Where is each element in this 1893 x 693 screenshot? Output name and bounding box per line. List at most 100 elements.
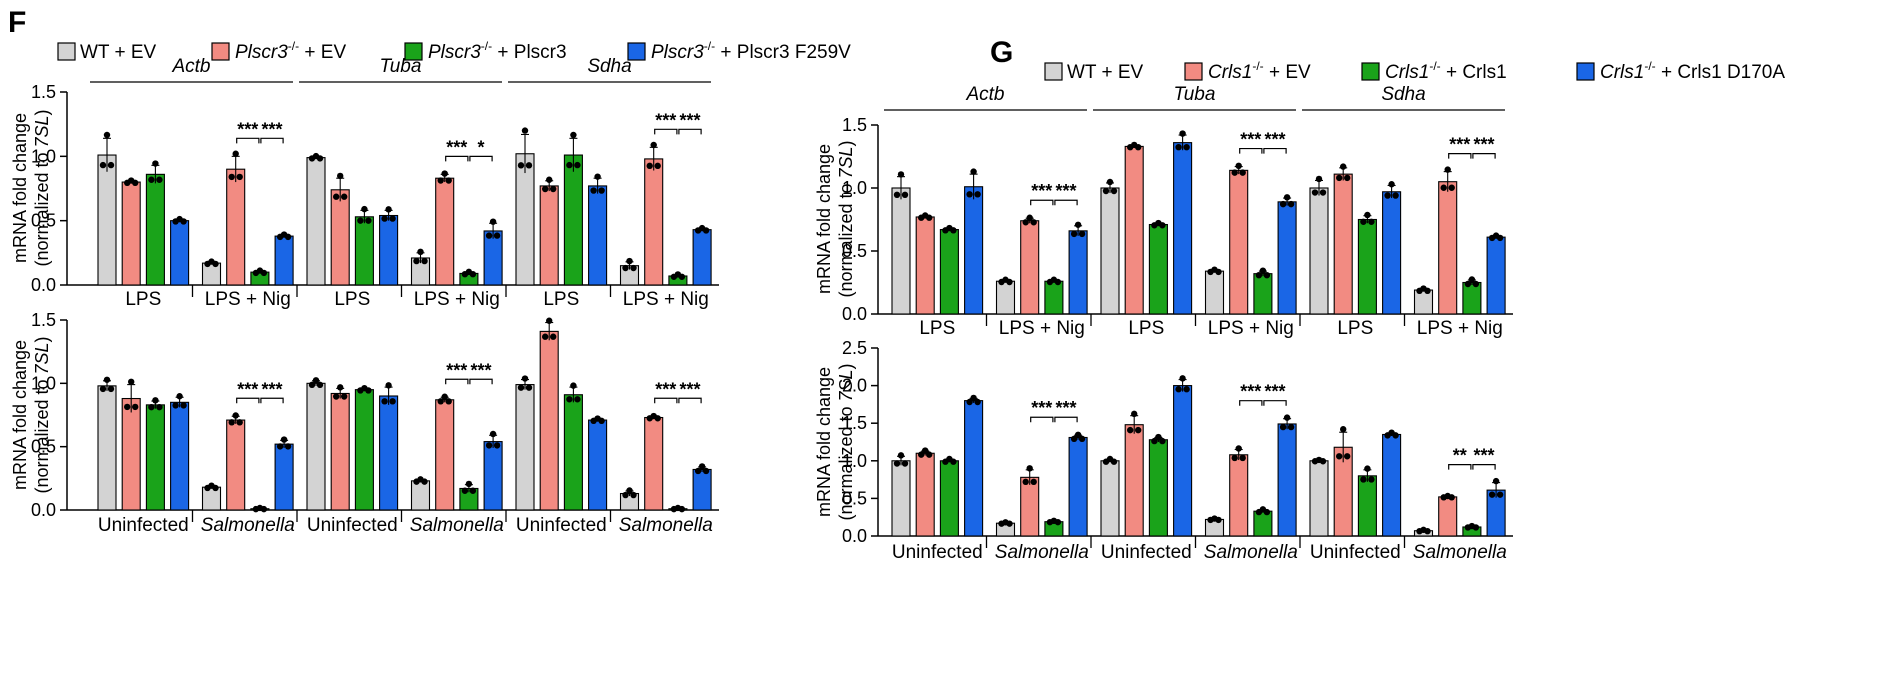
bar-wt bbox=[1309, 187, 1329, 315]
svg-text:Crls1-/- + EV: Crls1-/- + EV bbox=[1208, 59, 1311, 83]
data-point bbox=[1388, 181, 1395, 188]
bar-wt bbox=[1413, 289, 1434, 315]
legend-item-rescue: Plscr3-/- + Plscr3 bbox=[404, 39, 567, 63]
data-point bbox=[465, 480, 473, 488]
data-point bbox=[926, 214, 933, 221]
legend-mutant-rest: + Crls1 D170A bbox=[1656, 62, 1786, 83]
bar-rescue bbox=[563, 394, 583, 511]
data-point bbox=[1074, 431, 1082, 438]
data-point bbox=[670, 273, 678, 280]
chart-g-bottom: 0.0 0.5 1.0 1.5 2.0 2.5 mRNA fold change (norma… bbox=[814, 338, 1513, 563]
data-point bbox=[525, 162, 533, 169]
data-point bbox=[1102, 458, 1110, 465]
data-point bbox=[998, 520, 1005, 527]
category-label: LPS bbox=[125, 289, 161, 310]
y-tick-label: 0.5 bbox=[842, 488, 867, 508]
y-axis-label-italic: 7SL bbox=[836, 369, 856, 401]
category-label: Uninfected bbox=[307, 515, 398, 536]
bar-ko bbox=[644, 158, 664, 286]
data-point bbox=[316, 155, 324, 162]
panel-letter-f: F bbox=[8, 6, 26, 39]
y-axis-label: mRNA fold change (normalized to 7SL) bbox=[10, 109, 52, 266]
data-point bbox=[489, 218, 497, 225]
bar-rescue bbox=[939, 229, 959, 315]
y-axis-label: mRNA fold change (normalized to 7SL) bbox=[814, 140, 856, 297]
bar-rescue bbox=[1462, 281, 1482, 315]
significance-label: *** bbox=[237, 379, 258, 399]
data-point bbox=[1448, 494, 1455, 501]
y-axis-label-italic: 7SL bbox=[32, 342, 52, 374]
data-point bbox=[1336, 453, 1343, 460]
bar-mutant bbox=[483, 441, 503, 511]
bar-mutant bbox=[379, 214, 399, 286]
data-point bbox=[1259, 267, 1267, 274]
data-point bbox=[598, 417, 605, 425]
data-point bbox=[550, 333, 557, 340]
data-point bbox=[1287, 423, 1295, 431]
bar-ko bbox=[330, 392, 350, 511]
legend-item-mutant: Crls1-/- + Crls1 D170A bbox=[1576, 59, 1786, 83]
bar-wt bbox=[995, 280, 1016, 315]
data-point bbox=[1022, 219, 1029, 226]
data-point bbox=[493, 232, 501, 239]
data-point bbox=[1030, 219, 1037, 226]
data-point bbox=[622, 491, 629, 499]
data-point bbox=[489, 430, 497, 438]
data-point bbox=[204, 260, 211, 268]
y-tick-label: 2.5 bbox=[842, 338, 867, 358]
data-point bbox=[180, 402, 187, 409]
bar-mutant bbox=[1068, 230, 1088, 315]
legend-swatch-rescue bbox=[1361, 62, 1380, 81]
significance-bracket bbox=[236, 397, 260, 404]
bar-wt bbox=[201, 262, 222, 286]
y-tick-label: 1.5 bbox=[31, 310, 56, 330]
data-point bbox=[702, 467, 710, 475]
legend-ko-sup: -/- bbox=[288, 39, 299, 53]
data-point bbox=[1006, 520, 1013, 527]
significance-label: *** bbox=[1473, 446, 1494, 466]
bar-wt bbox=[515, 153, 535, 286]
legend-ko-gene: Plscr3 bbox=[235, 42, 288, 63]
bar-rescue bbox=[1148, 223, 1168, 315]
significance-label: * bbox=[477, 137, 484, 157]
data-point bbox=[1074, 221, 1082, 228]
legend-mutant-sup: -/- bbox=[704, 39, 715, 53]
significance-label: *** bbox=[1031, 181, 1052, 201]
significance-label: *** bbox=[1449, 135, 1470, 155]
data-point bbox=[1488, 491, 1496, 498]
category-label: LPS + Nig bbox=[999, 318, 1085, 339]
significance-label: *** bbox=[1240, 130, 1261, 150]
category-label: Salmonella bbox=[995, 542, 1089, 563]
data-point bbox=[897, 171, 905, 178]
category-label: LPS bbox=[1337, 318, 1373, 339]
legend-swatch-mutant bbox=[627, 42, 646, 61]
data-point bbox=[901, 460, 909, 467]
legend-swatch-rescue bbox=[404, 42, 423, 61]
data-point bbox=[252, 269, 260, 277]
data-point bbox=[357, 387, 364, 394]
data-point bbox=[1488, 234, 1496, 242]
data-point bbox=[236, 419, 243, 426]
data-point bbox=[389, 215, 396, 222]
significance-label: *** bbox=[261, 379, 282, 399]
significance-bracket bbox=[1030, 199, 1054, 206]
data-point bbox=[942, 458, 949, 465]
legend-mutant-gene: Crls1 bbox=[1600, 62, 1644, 83]
data-point bbox=[1496, 491, 1504, 498]
data-point bbox=[970, 168, 977, 175]
data-point bbox=[622, 264, 629, 272]
data-point bbox=[1175, 386, 1182, 393]
significance-bracket bbox=[678, 128, 702, 135]
data-point bbox=[1384, 432, 1391, 439]
data-point bbox=[365, 387, 372, 394]
data-point bbox=[308, 381, 316, 389]
data-point bbox=[702, 227, 710, 234]
legend-item-ko: Crls1-/- + EV bbox=[1184, 59, 1311, 83]
data-point bbox=[1344, 453, 1351, 460]
significance-bracket bbox=[1263, 400, 1287, 406]
data-point bbox=[152, 160, 159, 167]
category-label: Uninfected bbox=[516, 515, 607, 536]
data-point bbox=[1110, 458, 1118, 465]
data-point bbox=[1070, 435, 1078, 443]
